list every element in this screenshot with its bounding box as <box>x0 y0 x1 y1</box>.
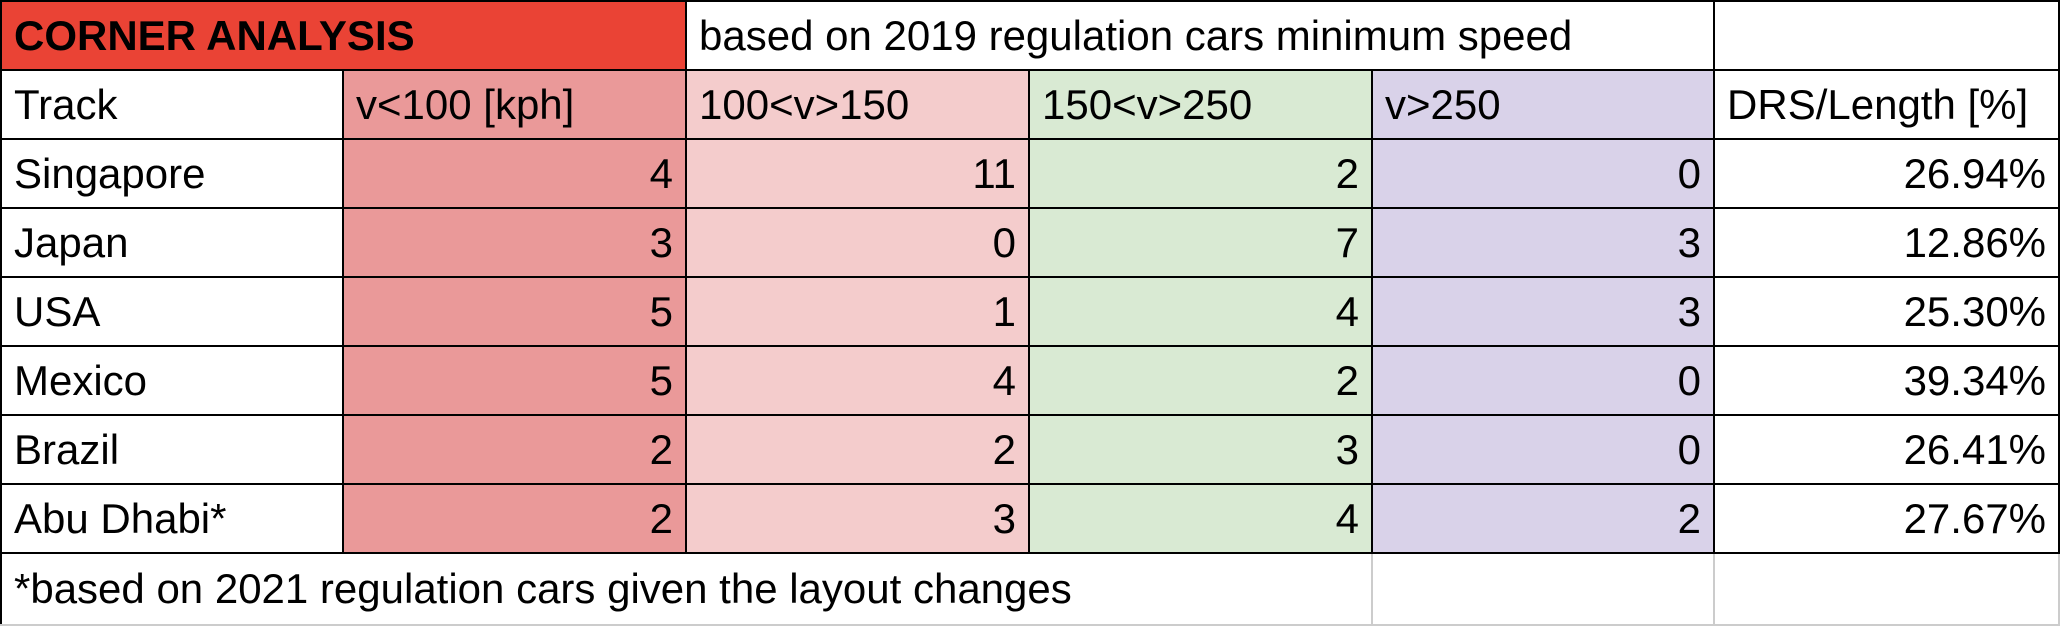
cell-track[interactable]: Singapore <box>0 138 344 209</box>
table-subtitle[interactable]: based on 2019 regulation cars minimum sp… <box>684 0 1716 71</box>
cell-v-150-250[interactable]: 4 <box>1028 276 1373 347</box>
header-row: Track v<100 [kph] 100<v>150 150<v>250 v>… <box>0 69 2060 140</box>
cell-v-150-250[interactable]: 2 <box>1028 138 1373 209</box>
footnote-row: *based on 2021 regulation cars given the… <box>0 552 2060 626</box>
header-track[interactable]: Track <box>0 69 344 140</box>
cell-track[interactable]: Abu Dhabi* <box>0 483 344 554</box>
cell-drs-length[interactable]: 27.67% <box>1713 483 2060 554</box>
cell-track[interactable]: USA <box>0 276 344 347</box>
cell-v-lt-100[interactable]: 5 <box>342 276 687 347</box>
cell-v-gt-250[interactable]: 0 <box>1370 345 1716 416</box>
table-row: Brazil 2 2 3 0 26.41% <box>0 414 2060 485</box>
cell-drs-length[interactable]: 39.34% <box>1713 345 2060 416</box>
cell-v-lt-100[interactable]: 2 <box>342 414 687 485</box>
cell-v-lt-100[interactable]: 4 <box>342 138 687 209</box>
cell-drs-length[interactable]: 26.94% <box>1713 138 2060 209</box>
cell-drs-length[interactable]: 26.41% <box>1713 414 2060 485</box>
empty-cell[interactable] <box>1713 552 2060 626</box>
cell-v-150-250[interactable]: 4 <box>1028 483 1373 554</box>
cell-track[interactable]: Brazil <box>0 414 344 485</box>
cell-v-100-150[interactable]: 11 <box>685 138 1030 209</box>
cell-v-lt-100[interactable]: 2 <box>342 483 687 554</box>
header-v-gt-250[interactable]: v>250 <box>1370 69 1716 140</box>
cell-v-100-150[interactable]: 4 <box>685 345 1030 416</box>
corner-analysis-table: CORNER ANALYSIS based on 2019 regulation… <box>0 0 2060 626</box>
table-row: Abu Dhabi* 2 3 4 2 27.67% <box>0 483 2060 554</box>
table-title[interactable]: CORNER ANALYSIS <box>0 0 687 71</box>
title-row: CORNER ANALYSIS based on 2019 regulation… <box>0 0 2060 71</box>
cell-v-gt-250[interactable]: 3 <box>1370 207 1716 278</box>
header-v-100-150[interactable]: 100<v>150 <box>685 69 1030 140</box>
cell-v-gt-250[interactable]: 2 <box>1370 483 1716 554</box>
header-v-150-250[interactable]: 150<v>250 <box>1028 69 1373 140</box>
cell-drs-length[interactable]: 25.30% <box>1713 276 2060 347</box>
cell-v-gt-250[interactable]: 0 <box>1370 414 1716 485</box>
cell-track[interactable]: Japan <box>0 207 344 278</box>
footnote[interactable]: *based on 2021 regulation cars given the… <box>0 552 1373 626</box>
cell-v-150-250[interactable]: 3 <box>1028 414 1373 485</box>
table-row: Mexico 5 4 2 0 39.34% <box>0 345 2060 416</box>
cell-v-gt-250[interactable]: 0 <box>1370 138 1716 209</box>
cell-v-150-250[interactable]: 7 <box>1028 207 1373 278</box>
cell-track[interactable]: Mexico <box>0 345 344 416</box>
table-row: Singapore 4 11 2 0 26.94% <box>0 138 2060 209</box>
cell-v-gt-250[interactable]: 3 <box>1370 276 1716 347</box>
empty-cell[interactable] <box>1370 552 1716 626</box>
table-row: USA 5 1 4 3 25.30% <box>0 276 2060 347</box>
header-drs-length[interactable]: DRS/Length [%] <box>1713 69 2060 140</box>
cell-v-100-150[interactable]: 0 <box>685 207 1030 278</box>
cell-v-100-150[interactable]: 3 <box>685 483 1030 554</box>
header-v-lt-100[interactable]: v<100 [kph] <box>342 69 687 140</box>
cell-v-lt-100[interactable]: 3 <box>342 207 687 278</box>
cell-drs-length[interactable]: 12.86% <box>1713 207 2060 278</box>
cell-v-100-150[interactable]: 2 <box>685 414 1030 485</box>
empty-cell[interactable] <box>1713 0 2060 71</box>
cell-v-150-250[interactable]: 2 <box>1028 345 1373 416</box>
table-row: Japan 3 0 7 3 12.86% <box>0 207 2060 278</box>
cell-v-lt-100[interactable]: 5 <box>342 345 687 416</box>
cell-v-100-150[interactable]: 1 <box>685 276 1030 347</box>
